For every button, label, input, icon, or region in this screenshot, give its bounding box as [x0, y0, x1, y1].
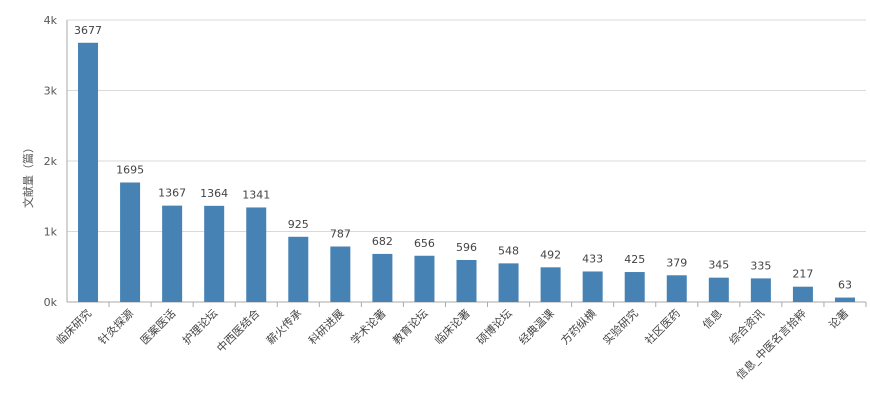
grid-lines — [67, 19, 866, 232]
data-label: 656 — [414, 237, 435, 250]
data-label: 345 — [708, 259, 729, 272]
bar — [162, 205, 183, 302]
data-label: 787 — [330, 228, 351, 241]
data-label: 548 — [498, 244, 519, 257]
data-label: 63 — [838, 279, 852, 292]
bar — [582, 271, 603, 302]
bar — [372, 253, 393, 302]
category-label: 实验研究 — [600, 306, 641, 347]
category-label: 学术论著 — [348, 306, 389, 347]
y-tick-label: 2k — [44, 155, 58, 168]
category-label: 教育论坛 — [390, 306, 431, 347]
data-label: 596 — [456, 241, 477, 254]
category-label: 薪火传承 — [264, 307, 304, 347]
bar — [246, 207, 267, 302]
bar — [120, 182, 141, 302]
data-label: 925 — [288, 218, 309, 231]
category-label: 硕博论坛 — [474, 306, 515, 347]
y-tick-label: 0k — [44, 296, 58, 309]
data-label: 1695 — [116, 164, 144, 177]
data-label: 3677 — [74, 24, 102, 37]
data-label: 682 — [372, 235, 393, 248]
data-label: 1367 — [158, 187, 186, 200]
bar — [624, 272, 645, 302]
bar — [540, 267, 561, 302]
data-label: 1341 — [242, 188, 270, 201]
labels: 0k 1k 2k 3k 4k 3677 临床研究 1695 针灸探源 1367 医案医话 1364 护理… — [44, 14, 852, 382]
category-label: 医案医话 — [137, 306, 178, 347]
y-axis-title: 文献量（篇） — [21, 142, 35, 208]
bars — [78, 42, 855, 303]
category-label: 临床论著 — [432, 306, 473, 347]
category-label: 经典温课 — [516, 306, 557, 347]
bar — [288, 236, 309, 302]
y-tick-label: 1k — [44, 226, 58, 239]
bar — [78, 42, 99, 303]
data-label: 425 — [624, 253, 645, 266]
category-label: 护理论坛 — [179, 306, 220, 347]
data-label: 379 — [666, 256, 687, 269]
y-tick-label: 3k — [44, 85, 58, 98]
bar — [456, 259, 477, 302]
category-label: 信息_中医名言拾粹 — [733, 306, 809, 382]
category-label: 方药纵横 — [558, 306, 599, 347]
bar — [204, 205, 225, 302]
data-label: 492 — [540, 248, 561, 261]
data-label: 335 — [750, 259, 771, 272]
data-label: 433 — [582, 252, 603, 265]
category-label: 临床研究 — [53, 306, 94, 347]
bar — [792, 286, 813, 302]
bar — [498, 263, 519, 302]
data-label: 217 — [792, 268, 813, 281]
category-label: 论著 — [826, 306, 851, 331]
category-label: 科研进展 — [305, 306, 346, 347]
category-label: 信息 — [699, 306, 724, 331]
category-label: 针灸探源 — [95, 306, 136, 347]
category-label: 中西医结合 — [214, 306, 263, 355]
bar — [708, 277, 729, 302]
bar — [414, 255, 435, 302]
data-label: 1364 — [200, 187, 228, 200]
bar — [750, 278, 771, 302]
bar — [330, 246, 351, 302]
category-label: 社区医药 — [642, 306, 683, 347]
y-tick-label: 4k — [44, 14, 58, 27]
bar — [834, 297, 855, 302]
bar — [666, 275, 687, 302]
category-label: 综合资讯 — [726, 306, 767, 347]
